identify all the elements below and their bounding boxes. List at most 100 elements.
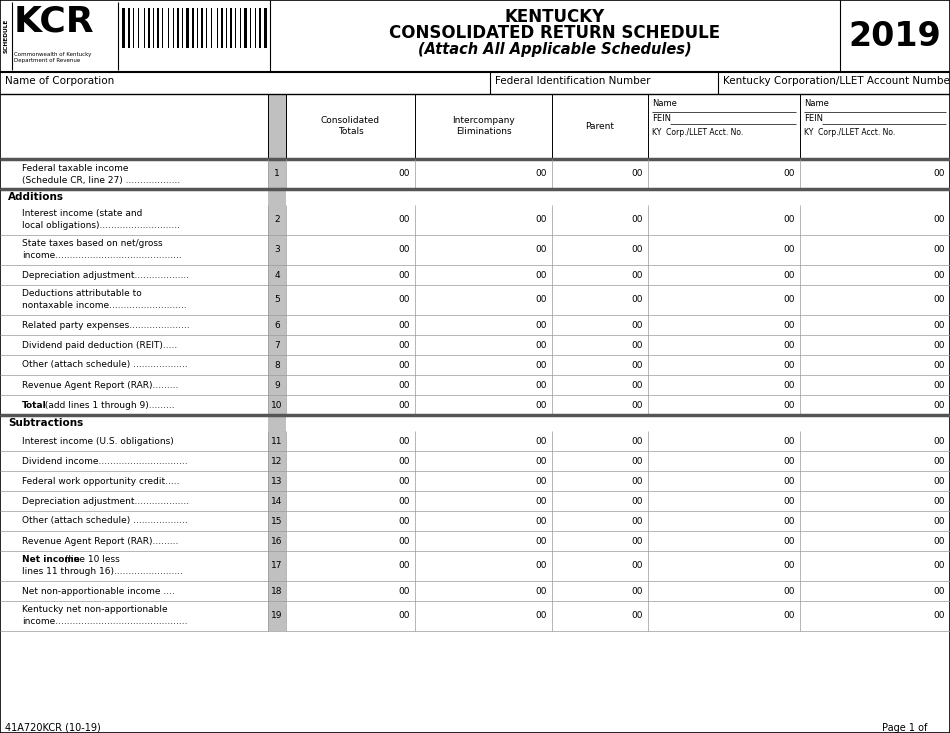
Text: 00: 00: [632, 270, 643, 279]
Text: KCR: KCR: [14, 5, 95, 39]
Text: 00: 00: [784, 457, 795, 465]
Text: 00: 00: [632, 295, 643, 304]
Text: Related party expenses.....................: Related party expenses..................…: [22, 320, 190, 330]
Text: 14: 14: [272, 496, 283, 506]
Text: Other (attach schedule) ...................: Other (attach schedule) ................…: [22, 361, 188, 369]
Text: 00: 00: [934, 586, 945, 595]
Text: Federal Identification Number: Federal Identification Number: [495, 76, 651, 86]
Text: Revenue Agent Report (RAR).........: Revenue Agent Report (RAR).........: [22, 380, 179, 389]
Bar: [0, 471, 950, 491]
Text: 00: 00: [934, 476, 945, 485]
Bar: [259, 8, 261, 48]
Bar: [240, 8, 241, 48]
Text: 19: 19: [272, 611, 283, 621]
Text: 00: 00: [398, 537, 410, 545]
Text: Additions: Additions: [8, 192, 64, 202]
Bar: [268, 235, 286, 265]
Text: 41A720KCR (10-19): 41A720KCR (10-19): [5, 722, 101, 732]
Text: 00: 00: [934, 561, 945, 570]
Text: 00: 00: [934, 457, 945, 465]
Text: 1: 1: [275, 169, 280, 179]
Text: (line 10 less: (line 10 less: [62, 555, 120, 564]
Text: Name: Name: [804, 99, 828, 108]
Text: 00: 00: [784, 400, 795, 410]
Text: 00: 00: [536, 611, 547, 621]
Bar: [0, 551, 950, 581]
Text: 18: 18: [272, 586, 283, 595]
Text: 00: 00: [784, 517, 795, 526]
Text: Subtractions: Subtractions: [8, 418, 84, 428]
Text: 00: 00: [934, 380, 945, 389]
Text: 00: 00: [398, 320, 410, 330]
Text: 00: 00: [398, 611, 410, 621]
Bar: [268, 285, 286, 315]
Bar: [206, 8, 207, 48]
Text: Depreciation adjustment...................: Depreciation adjustment.................…: [22, 496, 189, 506]
Bar: [217, 8, 218, 48]
Text: 00: 00: [934, 295, 945, 304]
Bar: [268, 159, 286, 189]
Text: State taxes based on net/gross: State taxes based on net/gross: [22, 239, 162, 248]
Bar: [0, 511, 950, 531]
Text: 00: 00: [398, 457, 410, 465]
Text: 2: 2: [275, 216, 280, 224]
Bar: [268, 335, 286, 355]
Text: 00: 00: [934, 270, 945, 279]
Text: 00: 00: [632, 380, 643, 389]
Bar: [173, 8, 174, 48]
Bar: [264, 8, 267, 48]
Text: 00: 00: [536, 496, 547, 506]
Text: 00: 00: [632, 320, 643, 330]
Text: 00: 00: [398, 436, 410, 446]
Text: 12: 12: [272, 457, 283, 465]
Text: 00: 00: [632, 169, 643, 179]
Text: Dividend income...............................: Dividend income.........................…: [22, 457, 188, 465]
Bar: [268, 531, 286, 551]
Bar: [211, 8, 212, 48]
Bar: [0, 491, 950, 511]
Bar: [268, 471, 286, 491]
Text: 00: 00: [934, 320, 945, 330]
Bar: [0, 335, 950, 355]
Text: 00: 00: [934, 341, 945, 350]
Bar: [182, 8, 183, 48]
Bar: [0, 72, 950, 94]
Text: 00: 00: [934, 169, 945, 179]
Text: Interest income (state and: Interest income (state and: [22, 209, 142, 218]
Text: 00: 00: [934, 246, 945, 254]
Text: 8: 8: [275, 361, 280, 369]
Text: 00: 00: [934, 436, 945, 446]
Text: 00: 00: [536, 169, 547, 179]
Bar: [268, 511, 286, 531]
Text: 00: 00: [784, 496, 795, 506]
Text: 00: 00: [398, 476, 410, 485]
Text: 00: 00: [632, 537, 643, 545]
Bar: [177, 8, 179, 48]
Text: 00: 00: [536, 537, 547, 545]
Text: SCHEDULE: SCHEDULE: [4, 19, 9, 54]
Text: Revenue Agent Report (RAR).........: Revenue Agent Report (RAR).........: [22, 537, 179, 545]
Text: income............................................: income..................................…: [22, 251, 181, 260]
Text: (Attach All Applicable Schedules): (Attach All Applicable Schedules): [418, 42, 692, 57]
Bar: [268, 491, 286, 511]
Text: 00: 00: [784, 341, 795, 350]
Bar: [0, 451, 950, 471]
Text: 00: 00: [536, 400, 547, 410]
Bar: [0, 94, 950, 159]
Bar: [153, 8, 154, 48]
Text: 00: 00: [632, 216, 643, 224]
Bar: [0, 601, 950, 631]
Text: 00: 00: [934, 611, 945, 621]
Text: FEIN: FEIN: [804, 114, 823, 123]
Bar: [226, 8, 227, 48]
Bar: [0, 415, 950, 431]
Text: Kentucky Corporation/LLET Account Number: Kentucky Corporation/LLET Account Number: [723, 76, 950, 86]
Bar: [197, 8, 198, 48]
Text: 4: 4: [275, 270, 280, 279]
Text: Federal work opportunity credit.....: Federal work opportunity credit.....: [22, 476, 180, 485]
Text: 00: 00: [632, 457, 643, 465]
Bar: [0, 581, 950, 601]
Text: 00: 00: [398, 496, 410, 506]
Text: Total: Total: [22, 400, 47, 410]
Text: 00: 00: [632, 400, 643, 410]
